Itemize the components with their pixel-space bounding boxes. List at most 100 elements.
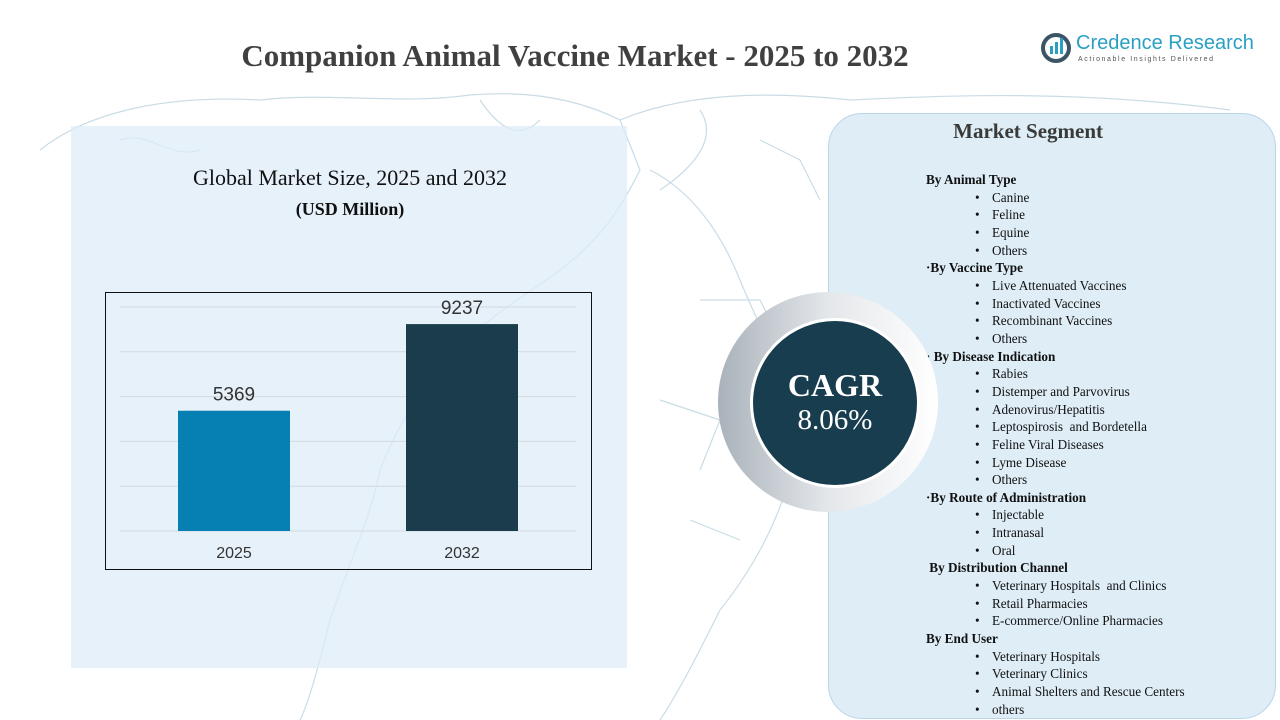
- segment-item-label: Lyme Disease: [992, 454, 1067, 470]
- segment-item: • Others: [926, 471, 1185, 489]
- bullet-icon: •: [975, 383, 980, 399]
- data-label: 9237: [441, 298, 483, 319]
- segment-item: • Oral: [926, 542, 1185, 560]
- bullet-icon: •: [975, 277, 980, 293]
- bar-chart-frame: [105, 292, 592, 570]
- page-title: Companion Animal Vaccine Market - 2025 t…: [241, 38, 909, 73]
- segment-item: • Others: [926, 242, 1185, 260]
- bullet-icon: •: [975, 542, 980, 558]
- segment-item: • others: [926, 701, 1185, 719]
- segment-item: • Canine: [926, 189, 1185, 207]
- segment-item: • Retail Pharmacies: [926, 595, 1185, 613]
- logo-tagline: Actionable Insights Delivered: [1078, 56, 1215, 63]
- segment-item: • E-commerce/Online Pharmacies: [926, 612, 1185, 630]
- market-segment-title: Market Segment: [0, 119, 1205, 144]
- segment-item-label: Retail Pharmacies: [992, 595, 1088, 611]
- segment-item-label: Others: [992, 242, 1028, 258]
- segment-item-label: Veterinary Clinics: [992, 666, 1088, 682]
- segment-item-label: Feline: [992, 207, 1025, 223]
- segment-item-label: Equine: [992, 224, 1030, 240]
- segment-item: • Veterinary Clinics: [926, 665, 1185, 683]
- segment-item: • Veterinary Hospitals and Clinics: [926, 577, 1185, 595]
- segment-item-label: Rabies: [992, 366, 1028, 382]
- bullet-icon: •: [975, 472, 980, 488]
- segment-item-label: Canine: [992, 189, 1030, 205]
- segment-item-label: Intranasal: [992, 525, 1044, 541]
- logo-icon: [1041, 33, 1071, 63]
- bullet-icon: •: [975, 224, 980, 240]
- bullet-icon: •: [975, 613, 980, 629]
- bullet-icon: •: [975, 419, 980, 435]
- segment-item: • Distemper and Parvovirus: [926, 383, 1185, 401]
- segment-item: • Injectable: [926, 506, 1185, 524]
- cagr-label: CAGR: [787, 367, 883, 403]
- data-label: 5369: [213, 385, 255, 406]
- bullet-icon: •: [975, 701, 980, 717]
- bullet-icon: •: [975, 648, 980, 664]
- segment-item: • Intranasal: [926, 524, 1185, 542]
- bullet-icon: •: [975, 207, 980, 223]
- segment-item-label: Others: [992, 330, 1028, 346]
- segment-group-heading: By Distribution Channel: [926, 560, 1068, 576]
- segment-item-label: others: [992, 701, 1025, 717]
- segment-item-label: Inactivated Vaccines: [992, 295, 1101, 311]
- segment-item-label: Adenovirus/Hepatitis: [992, 401, 1105, 417]
- segment-item-label: Recombinant Vaccines: [992, 313, 1113, 329]
- bullet-icon: •: [975, 242, 980, 258]
- bullet-icon: •: [975, 366, 980, 382]
- bullet-icon: •: [975, 595, 980, 611]
- segment-list: By Animal Type • Canine • Feline • Equine • Othe…: [926, 171, 1185, 718]
- logo-name: Credence Research: [1076, 32, 1254, 54]
- segment-item: • Inactivated Vaccines: [926, 295, 1185, 313]
- segment-item-label: Leptospirosis and Bordetella: [992, 419, 1147, 435]
- bar-2025: [178, 410, 290, 531]
- segment-item: • Others: [926, 330, 1185, 348]
- segment-item: • Animal Shelters and Rescue Centers: [926, 683, 1185, 701]
- segment-item-label: Oral: [992, 542, 1016, 558]
- segment-group-heading: By Animal Type: [926, 172, 1017, 187]
- segment-item: • Leptospirosis and Bordetella: [926, 418, 1185, 436]
- cagr-badge: CAGR 8.06%: [750, 318, 920, 488]
- segment-item: • Feline: [926, 206, 1185, 224]
- segment-item-label: Distemper and Parvovirus: [992, 383, 1130, 399]
- cagr-value: 8.06%: [797, 404, 873, 436]
- segment-item-label: Injectable: [992, 507, 1044, 523]
- bullet-icon: •: [975, 525, 980, 541]
- chart-title: Global Market Size, 2025 and 2032: [192, 165, 508, 190]
- segment-item: • Rabies: [926, 365, 1185, 383]
- segment-group-heading: ·By Route of Administration: [926, 489, 1087, 505]
- segment-item: • Feline Viral Diseases: [926, 436, 1185, 454]
- bullet-icon: •: [975, 507, 980, 523]
- bullet-icon: •: [975, 189, 980, 205]
- segment-item-label: Animal Shelters and Rescue Centers: [992, 684, 1185, 700]
- segment-item-label: Live Attenuated Vaccines: [992, 277, 1127, 293]
- bar-2032: [406, 324, 518, 531]
- bullet-icon: •: [975, 313, 980, 329]
- segment-item: • Recombinant Vaccines: [926, 312, 1185, 330]
- segment-item: • Live Attenuated Vaccines: [926, 277, 1185, 295]
- bullet-icon: •: [975, 330, 980, 346]
- segment-group-heading: · By Disease Indication: [926, 348, 1056, 364]
- bullet-icon: •: [975, 401, 980, 417]
- segment-item: • Veterinary Hospitals: [926, 648, 1185, 666]
- segment-item-label: Veterinary Hospitals: [992, 648, 1101, 664]
- bullet-icon: •: [975, 666, 980, 682]
- chart-subtitle: (USD Million): [295, 199, 405, 219]
- market-segment-title-text: Market Segment: [953, 119, 1103, 143]
- x-tick-label: 2032: [444, 545, 480, 562]
- bullet-icon: •: [975, 578, 980, 594]
- bullet-icon: •: [975, 454, 980, 470]
- bullet-icon: •: [975, 436, 980, 452]
- segment-item-label: E-commerce/Online Pharmacies: [992, 613, 1163, 629]
- segment-item: • Lyme Disease: [926, 454, 1185, 472]
- segment-group-heading: ·By Vaccine Type: [926, 260, 1023, 276]
- segment-item-label: Others: [992, 472, 1028, 488]
- bullet-icon: •: [975, 684, 980, 700]
- segment-item: • Equine: [926, 224, 1185, 242]
- segment-item-label: Feline Viral Diseases: [992, 436, 1104, 452]
- segment-item-label: Veterinary Hospitals and Clinics: [992, 578, 1167, 594]
- bullet-icon: •: [975, 295, 980, 311]
- segment-item: • Adenovirus/Hepatitis: [926, 401, 1185, 419]
- credence-research-logo: Credence Research Actionable Insights De…: [1040, 30, 1260, 70]
